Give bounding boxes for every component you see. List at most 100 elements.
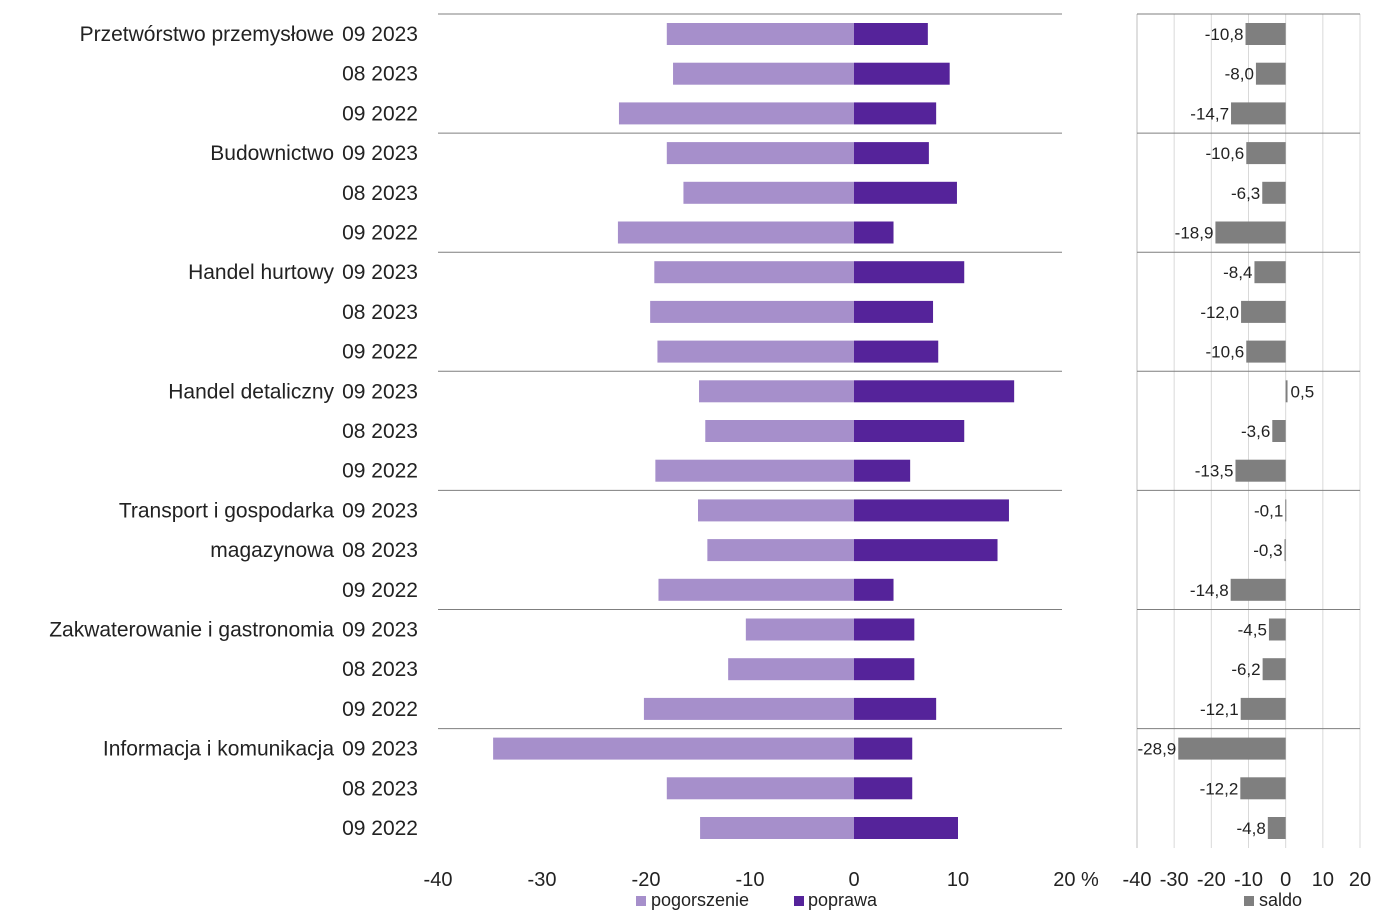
sector-label: magazynowa — [210, 539, 334, 562]
saldo-data-label: -0,3 — [1253, 541, 1282, 560]
bar-poprawa — [854, 777, 913, 800]
left-x-tick-label: 10 — [947, 869, 969, 891]
bar-pogorszenie — [707, 539, 854, 562]
bar-poprawa — [854, 261, 965, 284]
legend-label-saldo: saldo — [1259, 890, 1302, 910]
period-label: 09 2023 — [342, 619, 418, 642]
sector-label: Transport i gospodarka — [119, 499, 334, 522]
bar-poprawa — [854, 102, 937, 125]
saldo-data-label: 0,5 — [1291, 382, 1315, 401]
period-label: 08 2023 — [342, 420, 418, 443]
bar-saldo — [1178, 737, 1286, 760]
sector-label: Budownictwo — [210, 142, 334, 165]
period-label: 09 2023 — [342, 380, 418, 403]
bar-saldo — [1230, 578, 1286, 601]
bar-saldo — [1246, 340, 1286, 363]
period-label: 08 2023 — [342, 182, 418, 205]
saldo-data-label: -28,9 — [1138, 740, 1177, 759]
saldo-data-label: -10,8 — [1205, 25, 1244, 44]
bar-saldo — [1241, 300, 1286, 323]
bar-saldo — [1285, 380, 1288, 403]
saldo-data-label: -8,0 — [1225, 65, 1254, 84]
left-x-tick-label: -40 — [424, 869, 453, 891]
saldo-data-label: -12,0 — [1200, 303, 1239, 322]
saldo-data-label: -14,7 — [1190, 104, 1229, 123]
left-x-tick-label: -10 — [736, 869, 765, 891]
sector-label: Handel hurtowy — [188, 261, 334, 284]
bar-saldo — [1240, 777, 1286, 800]
bar-saldo — [1285, 499, 1287, 522]
left-x-tick-label: -30 — [528, 869, 557, 891]
saldo-data-label: -8,4 — [1223, 263, 1252, 282]
saldo-data-label: -14,8 — [1190, 581, 1229, 600]
saldo-data-label: -4,8 — [1237, 819, 1266, 838]
bar-pogorszenie — [618, 102, 854, 125]
sector-label: Handel detaliczny — [168, 380, 334, 403]
period-label: 09 2022 — [342, 579, 418, 602]
bar-pogorszenie — [705, 420, 854, 442]
bar-poprawa — [854, 658, 915, 681]
legend-swatch-saldo — [1244, 896, 1254, 906]
bar-poprawa — [854, 499, 1009, 522]
saldo-data-label: -12,1 — [1200, 700, 1239, 719]
bar-pogorszenie — [643, 697, 854, 720]
bar-pogorszenie — [657, 340, 854, 363]
bar-saldo — [1245, 23, 1286, 45]
period-label: 09 2023 — [342, 499, 418, 522]
bar-pogorszenie — [728, 658, 854, 681]
saldo-data-label: -4,5 — [1238, 621, 1267, 640]
legend-swatch-pogorszenie — [636, 896, 646, 906]
bar-pogorszenie — [666, 142, 854, 165]
left-x-tick-label: 20 % — [1053, 869, 1099, 891]
saldo-data-label: -12,2 — [1200, 779, 1239, 798]
bar-poprawa — [854, 737, 913, 760]
bar-saldo — [1267, 817, 1286, 839]
saldo-data-label: -6,3 — [1231, 184, 1260, 203]
saldo-data-label: -13,5 — [1195, 462, 1234, 481]
bar-saldo — [1215, 221, 1286, 244]
right-x-tick-label: -20 — [1197, 869, 1226, 891]
bar-saldo — [1240, 697, 1286, 720]
saldo-data-label: -0,1 — [1254, 501, 1283, 520]
bar-poprawa — [854, 300, 934, 323]
bar-poprawa — [854, 221, 894, 244]
period-label: 09 2022 — [342, 341, 418, 364]
bar-saldo — [1268, 618, 1286, 641]
period-label: 08 2023 — [342, 301, 418, 324]
period-label: 09 2022 — [342, 698, 418, 721]
bar-saldo — [1231, 102, 1286, 125]
bar-poprawa — [854, 340, 939, 363]
sector-label: Przetwórstwo przemysłowe — [80, 23, 334, 46]
bar-pogorszenie — [698, 499, 854, 522]
bar-poprawa — [854, 62, 950, 85]
period-label: 08 2023 — [342, 539, 418, 562]
period-label: 09 2023 — [342, 23, 418, 46]
period-label: 09 2022 — [342, 222, 418, 245]
period-label: 09 2023 — [342, 261, 418, 284]
bar-pogorszenie — [658, 578, 854, 601]
bar-poprawa — [854, 142, 929, 165]
period-label: 09 2022 — [342, 102, 418, 125]
bar-pogorszenie — [650, 300, 854, 323]
bar-pogorszenie — [666, 23, 854, 45]
bar-pogorszenie — [700, 817, 854, 839]
right-x-tick-label: -10 — [1234, 869, 1263, 891]
right-x-tick-label: -30 — [1160, 869, 1189, 891]
legend-label-pogorszenie: pogorszenie — [651, 890, 749, 910]
bar-poprawa — [854, 459, 911, 482]
bar-saldo — [1284, 539, 1286, 562]
bar-saldo — [1272, 420, 1286, 442]
right-x-tick-label: 0 — [1280, 869, 1291, 891]
period-label: 09 2023 — [342, 738, 418, 761]
saldo-data-label: -6,2 — [1231, 660, 1260, 679]
left-x-tick-label: 0 — [848, 869, 859, 891]
bar-saldo — [1255, 62, 1286, 85]
bar-pogorszenie — [666, 777, 854, 800]
bar-poprawa — [854, 578, 894, 601]
bar-pogorszenie — [655, 459, 854, 482]
right-x-tick-label: -40 — [1123, 869, 1152, 891]
legend-swatch-poprawa — [794, 896, 804, 906]
bar-saldo — [1254, 261, 1286, 284]
bar-saldo — [1246, 142, 1286, 165]
